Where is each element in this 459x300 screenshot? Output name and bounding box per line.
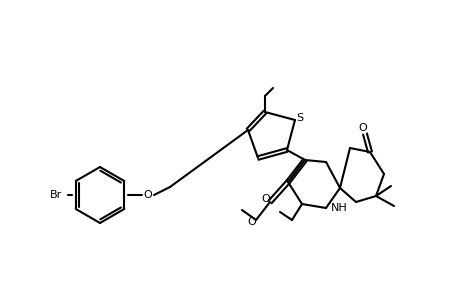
Text: O: O bbox=[247, 217, 256, 227]
Text: O: O bbox=[358, 123, 367, 133]
Text: Br: Br bbox=[50, 190, 62, 200]
Text: NH: NH bbox=[330, 203, 347, 213]
Text: S: S bbox=[296, 113, 303, 123]
Text: O: O bbox=[261, 194, 270, 204]
Text: O: O bbox=[143, 190, 152, 200]
